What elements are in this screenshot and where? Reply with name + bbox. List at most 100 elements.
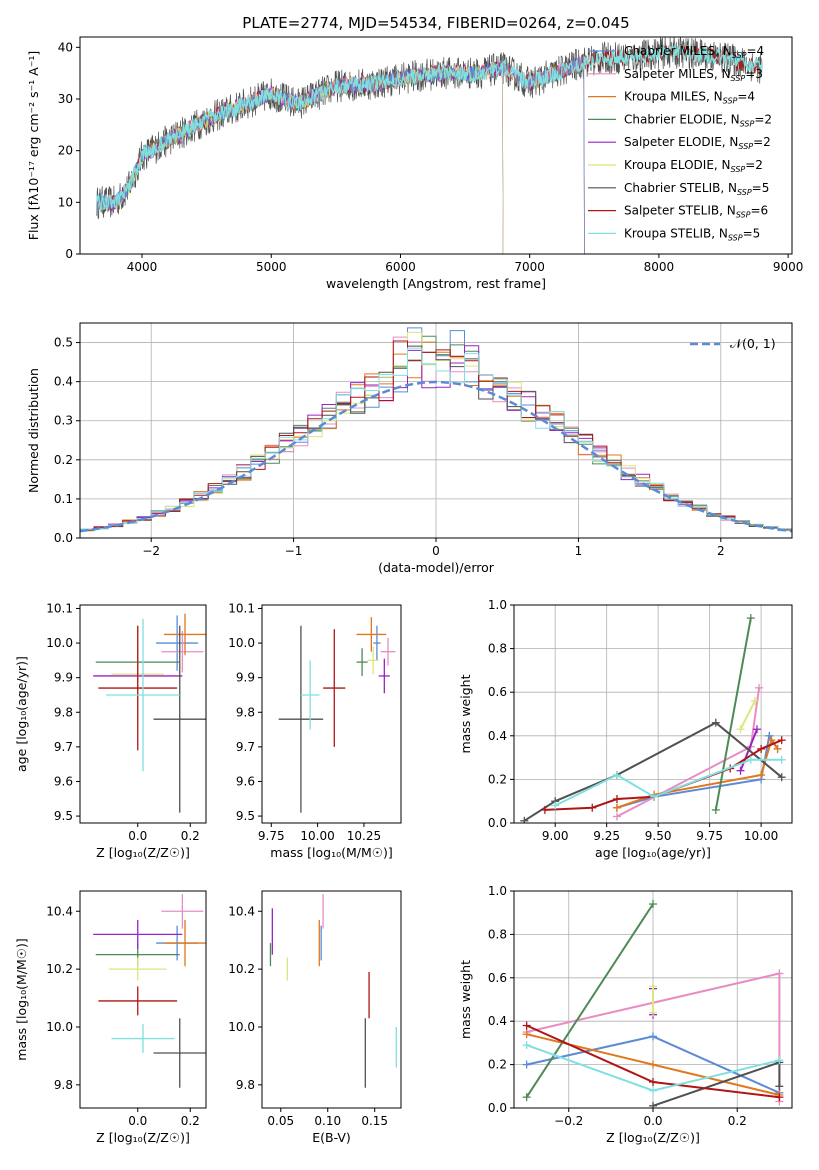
spectrum-line-kroupa-elodie bbox=[96, 62, 762, 254]
series-line bbox=[525, 903, 654, 1098]
legend-subscript: SSP bbox=[723, 97, 738, 106]
x-tick-label: 4000 bbox=[127, 260, 158, 274]
errorbar-chabrier-miles bbox=[373, 625, 381, 661]
errorbar-kroupa-stelib bbox=[300, 660, 320, 730]
y-tick-label: 0.5 bbox=[54, 336, 73, 350]
panel-mass_vs_Z: 0.0 0.2 9.8 10.0 10.2 10.4 Z [log₁₀(Z/Z☉)] mass… bbox=[14, 890, 207, 1145]
figure-title: PLATE=2774, MJD=54534, FIBERID=0264, z=0… bbox=[242, 14, 629, 32]
errorbar-salpeter-miles bbox=[380, 637, 396, 666]
spectrum-line-kroupa-stelib bbox=[96, 43, 763, 211]
y-tick-label: 10.1 bbox=[228, 601, 255, 615]
y-tick-label: 10.2 bbox=[228, 962, 255, 976]
errorbar-chabrier-elodie bbox=[356, 648, 368, 676]
y-tick-label: 9.5 bbox=[54, 809, 73, 823]
y-tick-label: 9.8 bbox=[236, 705, 255, 719]
legend-subscript: SSP bbox=[728, 233, 743, 242]
axes-frame bbox=[261, 604, 402, 824]
legend-count: =2 bbox=[754, 112, 772, 126]
errorbar-salpeter-miles bbox=[161, 630, 204, 673]
series-kroupa-stelib bbox=[551, 755, 786, 810]
series-salpeter-stelib bbox=[522, 1021, 784, 1102]
series-kroupa-elodie bbox=[649, 982, 657, 1017]
y-tick-label: 9.8 bbox=[236, 1078, 255, 1092]
series-chabrier-miles bbox=[522, 1032, 784, 1097]
y-axis-label: mass weight bbox=[458, 960, 473, 1039]
y-tick-label: 0.0 bbox=[54, 531, 73, 545]
x-tick-label: 10.00 bbox=[300, 829, 334, 843]
y-tick-label: 10 bbox=[58, 195, 73, 209]
x-tick-label: 0.05 bbox=[267, 1114, 294, 1128]
errorbar-salpeter-stelib bbox=[98, 625, 178, 751]
errorbar-salpeter-stelib bbox=[323, 629, 346, 747]
x-tick-label: 9.50 bbox=[645, 829, 672, 843]
legend-count: =6 bbox=[750, 204, 768, 218]
histogram-chabrier-stelib bbox=[80, 345, 792, 531]
axes-frame bbox=[79, 890, 207, 1109]
x-axis-label: mass [log₁₀(M/M☉)] bbox=[270, 845, 392, 860]
y-tick-label: 9.8 bbox=[54, 705, 73, 719]
y-tick-label: 9.8 bbox=[54, 1078, 73, 1092]
y-tick-label: 0.2 bbox=[54, 453, 73, 467]
legend-label: Kroupa ELODIE, NSSP=2 bbox=[624, 158, 763, 174]
y-tick-label: 20 bbox=[58, 144, 73, 158]
y-tick-label: 9.9 bbox=[236, 671, 255, 685]
y-tick-label: 0.4 bbox=[54, 375, 73, 389]
y-tick-label: 30 bbox=[58, 92, 73, 106]
y-tick-label: 1.0 bbox=[488, 598, 507, 612]
series-line bbox=[714, 617, 752, 811]
x-tick-label: 1 bbox=[575, 544, 583, 558]
y-tick-label: 9.7 bbox=[54, 740, 73, 754]
series-line bbox=[554, 758, 782, 807]
panel-residuals: −2 −1 0 1 2 0.0 0.1 0.2 0.3 0.4 0.5 (data-model)/er… bbox=[26, 322, 793, 575]
legend-subscript: SSP bbox=[737, 188, 752, 197]
spectrum-line-chabrier-miles bbox=[96, 55, 762, 254]
errorbar-kroupa-elodie bbox=[108, 957, 167, 981]
x-tick-label: 0.0 bbox=[128, 1114, 147, 1128]
series-line bbox=[739, 700, 756, 730]
errorbar-salpeter-elodie bbox=[378, 658, 390, 694]
panel-spectrum: 4000 5000 6000 7000 8000 9000 0 10 20 30 40 wavelen… bbox=[26, 36, 803, 291]
legend-subscript: SSP bbox=[736, 211, 751, 220]
errorbar-salpeter-stelib bbox=[98, 986, 178, 1016]
legend-label: Salpeter STELIB, NSSP=6 bbox=[624, 204, 768, 220]
x-tick-label: 6000 bbox=[385, 260, 416, 274]
series-kroupa-elodie bbox=[736, 696, 759, 734]
legend-subscript: SSP bbox=[731, 165, 746, 174]
series-chabrier-elodie bbox=[711, 614, 755, 814]
x-tick-label: 5000 bbox=[256, 260, 287, 274]
x-tick-label: 0.0 bbox=[643, 1114, 662, 1128]
series-line bbox=[523, 721, 783, 822]
legend-count: =2 bbox=[753, 135, 771, 149]
x-axis-label: Z [log₁₀(Z/Z☉)] bbox=[96, 1130, 190, 1145]
y-axis-label: Normed distribution bbox=[26, 368, 41, 493]
x-tick-label: −1 bbox=[285, 544, 303, 558]
errorbar-salpeter-elodie bbox=[93, 919, 183, 949]
legend-label: 𝒩(0, 1) bbox=[730, 336, 776, 351]
y-axis-label: Flux [fλ10⁻¹⁷ erg cm⁻² s⁻¹ A⁻¹] bbox=[26, 51, 41, 240]
legend-count: =2 bbox=[745, 158, 763, 172]
x-axis-label: E(B-V) bbox=[312, 1130, 351, 1145]
y-tick-label: 10.0 bbox=[228, 636, 255, 650]
x-tick-label: 2 bbox=[717, 544, 725, 558]
y-tick-label: 0.1 bbox=[54, 492, 73, 506]
x-axis-label: age [log₁₀(age/yr)] bbox=[595, 845, 711, 860]
legend-label: Salpeter ELODIE, NSSP=2 bbox=[624, 135, 771, 151]
legend-subscript: SSP bbox=[740, 119, 755, 128]
y-tick-label: 1.0 bbox=[488, 884, 507, 898]
legend-subscript: SSP bbox=[732, 51, 747, 60]
x-tick-label: 7000 bbox=[514, 260, 545, 274]
x-tick-label: −0.2 bbox=[554, 1114, 583, 1128]
y-tick-label: 10.2 bbox=[46, 962, 73, 976]
errorbar-chabrier-stelib bbox=[278, 625, 324, 813]
y-tick-label: 0.0 bbox=[488, 1101, 507, 1115]
y-tick-label: 10.1 bbox=[46, 601, 73, 615]
legend-count: =3 bbox=[745, 67, 763, 81]
y-tick-label: 9.6 bbox=[54, 774, 73, 788]
errorbar-kroupa-elodie bbox=[367, 646, 379, 675]
x-axis-label: wavelength [Angstrom, rest frame] bbox=[326, 276, 546, 291]
y-axis-label: mass weight bbox=[458, 674, 473, 753]
y-tick-label: 9.7 bbox=[236, 740, 255, 754]
errorbar-kroupa-stelib bbox=[106, 618, 180, 772]
axes-frame bbox=[513, 890, 793, 1109]
y-tick-label: 0.4 bbox=[488, 1014, 507, 1028]
